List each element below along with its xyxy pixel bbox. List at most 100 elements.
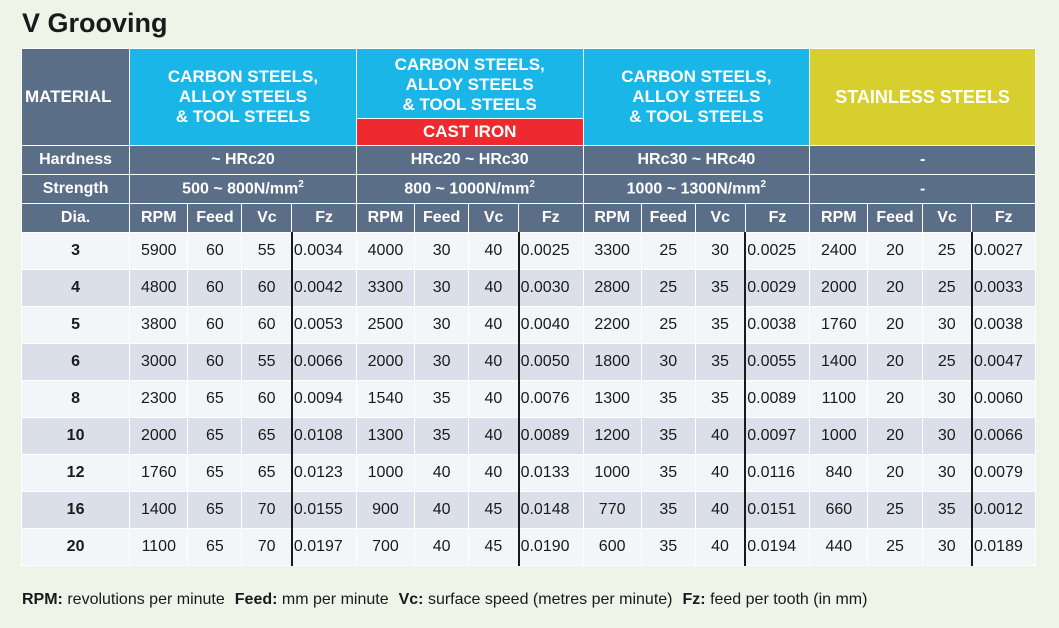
feed-cell: 65	[187, 417, 243, 455]
table-row: 10 2000 65 65 0.0108 1300 35 40 0.0089 1200 35 40 0.…	[20, 417, 1036, 455]
feed-cell: 65	[187, 491, 243, 529]
fz-cell: 0.0055	[744, 343, 811, 381]
feed-cell: 25	[867, 491, 923, 529]
table-row: 8 2300 65 60 0.0094 1540 35 40 0.0076 1300 35 35 0.0…	[20, 380, 1036, 418]
rpm-cell: 600	[582, 528, 642, 566]
feed-cell: 30	[414, 232, 470, 270]
column-header-feed: Feed	[867, 203, 923, 233]
fz-cell: 0.0189	[970, 528, 1036, 566]
legend-description: mm per minute	[281, 591, 389, 608]
vc-cell: 40	[468, 306, 520, 344]
feed-cell: 35	[640, 454, 696, 492]
hardness-group-1: ~ HRc20	[129, 145, 357, 175]
column-header-feed: Feed	[640, 203, 696, 233]
dia-cell: 12	[20, 454, 131, 492]
feed-cell: 35	[414, 380, 470, 418]
page-title: V Grooving	[22, 8, 168, 38]
rpm-cell: 1000	[582, 454, 642, 492]
fz-cell: 0.0116	[744, 454, 811, 492]
vc-cell: 45	[468, 491, 520, 529]
vc-cell: 40	[468, 232, 520, 270]
column-header-vc: Vc	[241, 203, 293, 233]
fz-cell: 0.0047	[970, 343, 1036, 381]
material-group-4: STAINLESS STEELS	[809, 48, 1036, 146]
dia-cell: 20	[20, 528, 131, 566]
feed-cell: 25	[640, 306, 696, 344]
cast-iron-label: CAST IRON	[357, 118, 583, 145]
rpm-cell: 1000	[355, 454, 416, 492]
legend-term: Feed:	[234, 591, 278, 608]
vc-cell: 65	[241, 454, 293, 492]
vc-cell: 40	[468, 380, 520, 418]
column-header-rpm: RPM	[355, 203, 416, 233]
vc-cell: 30	[921, 454, 973, 492]
vc-cell: 35	[694, 343, 746, 381]
feed-cell: 30	[414, 269, 470, 307]
hardness-group-2: HRc20 ~ HRc30	[355, 145, 584, 175]
vc-cell: 35	[694, 306, 746, 344]
column-header-vc: Vc	[468, 203, 520, 233]
material-group-1-line-3: & TOOL STEELS	[175, 107, 311, 126]
rpm-cell: 3300	[582, 232, 642, 270]
vc-cell: 40	[694, 528, 746, 566]
rpm-cell: 1760	[129, 454, 189, 492]
vc-cell: 40	[468, 454, 520, 492]
column-header-fz: Fz	[518, 203, 584, 233]
legend-description: revolutions per minute	[67, 591, 225, 608]
legend: RPM: revolutions per minute Feed: mm per …	[22, 591, 867, 609]
dia-column-header: Dia.	[20, 203, 131, 233]
feed-cell: 30	[414, 343, 470, 381]
rpm-cell: 3000	[129, 343, 189, 381]
rpm-cell: 770	[582, 491, 642, 529]
vc-cell: 25	[921, 232, 973, 270]
material-group-3-line-1: CARBON STEELS,	[621, 67, 772, 86]
vc-cell: 30	[921, 528, 973, 566]
column-header-fz: Fz	[744, 203, 811, 233]
rpm-cell: 2300	[129, 380, 189, 418]
rpm-cell: 440	[809, 528, 869, 566]
column-header-rpm: RPM	[582, 203, 642, 233]
legend-term: Vc:	[398, 591, 424, 608]
fz-cell: 0.0123	[290, 454, 357, 492]
fz-cell: 0.0040	[517, 306, 584, 344]
vc-cell: 60	[241, 269, 293, 307]
rpm-cell: 1800	[582, 343, 642, 381]
rpm-cell: 840	[809, 454, 869, 492]
rpm-cell: 660	[809, 491, 869, 529]
hardness-label: Hardness	[20, 145, 131, 175]
dia-cell: 10	[20, 417, 131, 455]
vc-cell: 30	[921, 306, 973, 344]
vc-cell: 60	[241, 380, 293, 418]
vc-cell: 65	[241, 417, 293, 455]
material-group-3: CARBON STEELS, ALLOY STEELS & TOOL STEEL…	[582, 48, 811, 146]
strength-group-1: 500 ~ 800N/mm2	[129, 174, 357, 204]
dia-cell: 4	[20, 269, 131, 307]
vc-cell: 25	[921, 269, 973, 307]
vc-cell: 40	[694, 491, 746, 529]
feed-cell: 25	[867, 528, 923, 566]
feed-cell: 20	[867, 306, 923, 344]
rpm-cell: 2000	[809, 269, 869, 307]
feed-cell: 20	[867, 232, 923, 270]
material-group-2-line-1: CARBON STEELS,	[394, 54, 545, 74]
material-group-2-line-2: ALLOY STEELS	[405, 74, 534, 94]
rpm-cell: 2800	[582, 269, 642, 307]
feed-cell: 35	[640, 380, 696, 418]
dia-cell: 5	[20, 306, 131, 344]
strength-group-2: 800 ~ 1000N/mm2	[355, 174, 584, 204]
vc-cell: 40	[694, 417, 746, 455]
strength-group-3: 1000 ~ 1300N/mm2	[582, 174, 811, 204]
hardness-group-3: HRc30 ~ HRc40	[582, 145, 811, 175]
fz-cell: 0.0038	[970, 306, 1036, 344]
table-row: 12 1760 65 65 0.0123 1000 40 40 0.0133 1000 35 40 0.…	[20, 454, 1036, 492]
fz-cell: 0.0148	[517, 491, 584, 529]
column-header-rpm: RPM	[129, 203, 189, 233]
vc-cell: 30	[694, 232, 746, 270]
feed-cell: 60	[187, 343, 243, 381]
column-header-feed: Feed	[187, 203, 243, 233]
fz-cell: 0.0066	[290, 343, 357, 381]
rpm-cell: 4800	[129, 269, 189, 307]
legend-description: feed per tooth (in mm)	[710, 591, 868, 608]
material-group-1: CARBON STEELS, ALLOY STEELS & TOOL STEEL…	[129, 48, 357, 146]
fz-cell: 0.0190	[517, 528, 584, 566]
